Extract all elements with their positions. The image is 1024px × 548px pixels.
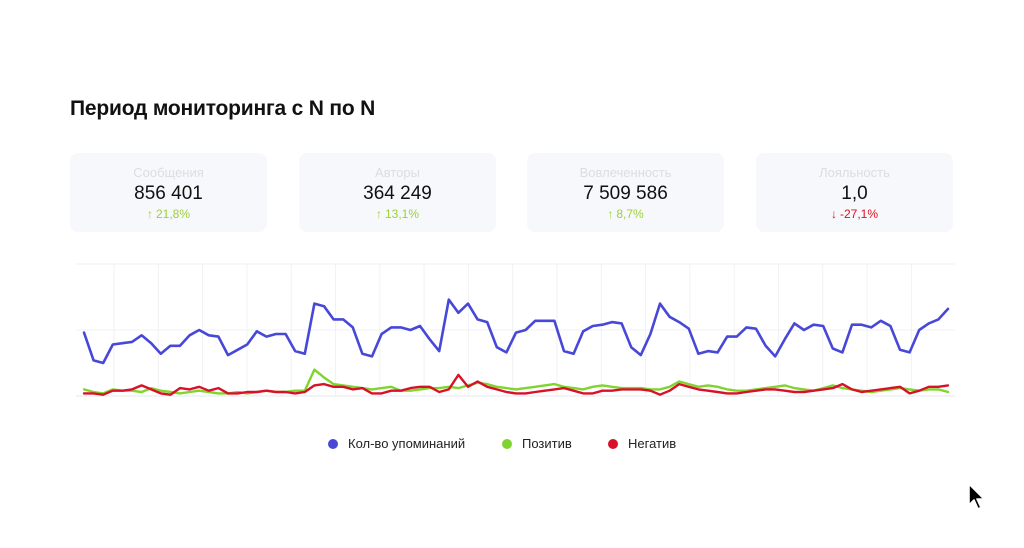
trend-up-icon: ↑	[607, 207, 614, 221]
stat-delta-value: 8,7%	[616, 207, 644, 221]
mouse-cursor-icon	[968, 483, 985, 510]
legend-item-positive: Позитив	[502, 436, 572, 451]
stat-value: 1,0	[841, 183, 868, 204]
legend-label: Негатив	[628, 436, 677, 451]
chart-grid	[76, 263, 955, 397]
legend-item-negative: Негатив	[608, 436, 676, 451]
stat-delta: ↑ 21,8%	[70, 207, 267, 221]
stat-value: 364 249	[363, 183, 432, 204]
stat-delta: ↑ 8,7%	[527, 207, 724, 221]
stat-card-authors: Авторы 364 249 ↑ 13,1%	[299, 153, 496, 232]
stat-delta-value: -27,1%	[839, 207, 879, 221]
legend-item-mentions: Кол-во упоминаний	[328, 436, 465, 451]
stat-card-messages: Сообщения 856 401 ↑ 21,8%	[70, 153, 267, 232]
page-title: Период мониторинга с N по N	[70, 97, 376, 120]
stat-card-loyalty: Лояльность 1,0 ↓ -27,1%	[756, 153, 953, 232]
series-line-negative	[82, 373, 950, 396]
stat-label: Вовлеченность	[579, 165, 672, 180]
legend-swatch	[608, 438, 618, 449]
trend-up-icon: ↑	[375, 207, 382, 221]
stat-delta: ↑ 13,1%	[299, 207, 496, 221]
legend-swatch	[502, 438, 512, 449]
stat-label: Сообщения	[133, 165, 204, 180]
stat-label: Авторы	[375, 165, 420, 180]
stat-delta-value: 21,8%	[155, 207, 191, 221]
stat-delta: ↓ -27,1%	[756, 207, 953, 221]
legend-label: Позитив	[522, 436, 572, 451]
stat-delta-value: 13,1%	[384, 207, 420, 221]
stat-label: Лояльность	[819, 165, 890, 180]
legend-label: Кол-во упоминаний	[348, 436, 466, 451]
stat-card-engagement: Вовлеченность 7 509 586 ↑ 8,7%	[527, 153, 724, 232]
stat-value: 7 509 586	[583, 183, 668, 204]
legend-swatch	[328, 438, 338, 449]
trend-up-icon: ↑	[146, 207, 153, 221]
stat-value: 856 401	[134, 183, 203, 204]
trend-down-icon: ↓	[830, 207, 837, 221]
series-line-mentions	[82, 298, 950, 365]
